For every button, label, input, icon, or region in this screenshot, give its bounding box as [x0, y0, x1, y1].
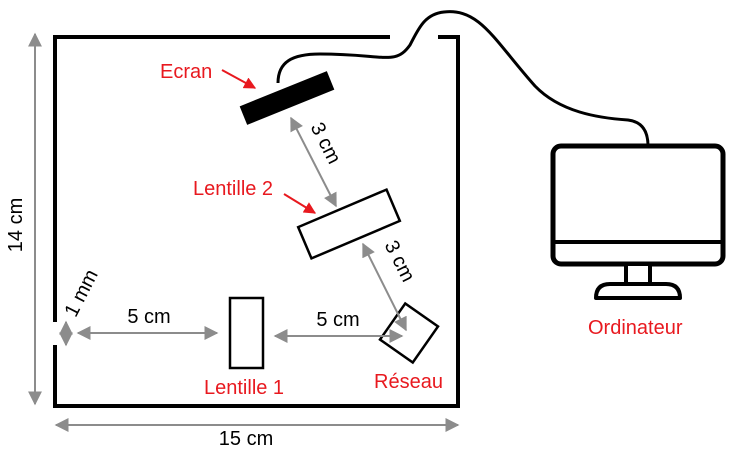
ecran-screen: [239, 71, 335, 125]
slit-width-label: 1 mm: [61, 266, 103, 321]
reseau-label: Réseau: [374, 371, 443, 393]
dimension-arrows: [28, 32, 460, 432]
lentille-1-lens: [228, 296, 265, 370]
lentille-2-lens: [296, 187, 402, 261]
lens1-to-grating-label: 5 cm: [316, 309, 359, 331]
screen-cable: [276, 10, 650, 147]
ecran-label: Ecran: [160, 61, 212, 83]
lentille-2-label: Lentille 2: [193, 178, 273, 200]
lentille-2-pointer: [283, 193, 317, 214]
grating-to-lens2-arrow: [362, 242, 407, 332]
grating-to-lens2-label: 3 cm: [380, 237, 419, 286]
computer-monitor: [550, 143, 726, 300]
slit-to-lens1-label: 5 cm: [127, 306, 170, 328]
reseau-grating: [378, 301, 440, 365]
width-label: 15 cm: [219, 428, 273, 449]
monitor-base: [594, 282, 682, 300]
lentille-1-label: Lentille 1: [204, 377, 284, 399]
ordinateur-label: Ordinateur: [588, 317, 683, 339]
height-label: 14 cm: [5, 198, 27, 252]
enclosure-box: [53, 35, 460, 408]
monitor-neck: [624, 262, 652, 286]
monitor-bezel: [550, 143, 726, 267]
label-pointers: [221, 69, 317, 214]
ecran-pointer: [221, 69, 257, 89]
enclosure-wall-main: [53, 35, 460, 408]
lens2-to-screen-arrow: [290, 116, 337, 208]
